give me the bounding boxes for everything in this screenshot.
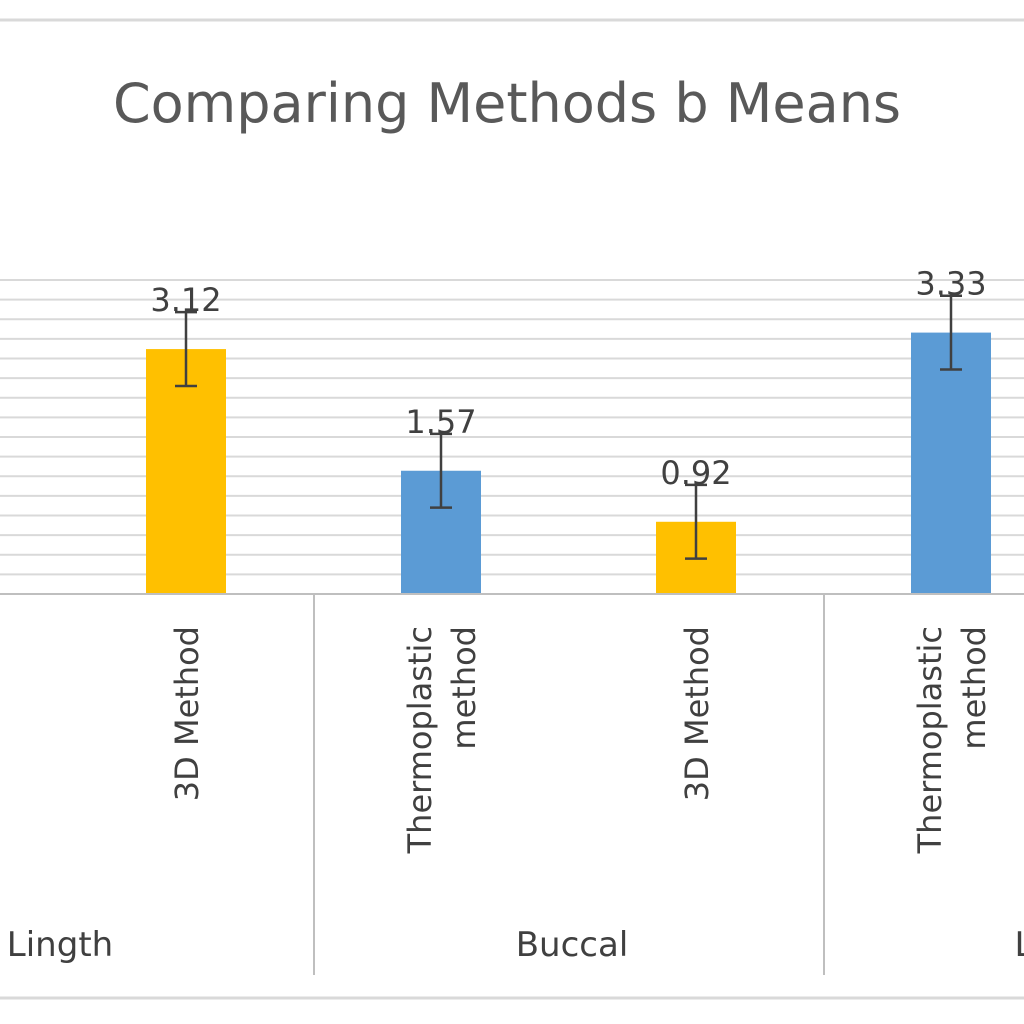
data-label: 3.12 — [150, 281, 221, 319]
bars: 3.12 1.57 0.92 3.33 — [146, 265, 991, 594]
chart-title: Comparing Methods b Means — [113, 72, 901, 135]
category-label-line: 3D Method — [678, 626, 716, 801]
group-label: L — [1015, 925, 1024, 965]
group-label: Lingth — [7, 925, 113, 965]
category-label-line: Thermoplastic — [401, 626, 439, 854]
bar — [146, 349, 226, 594]
data-label: 1.57 — [405, 403, 476, 441]
category-label: 3D Method — [678, 626, 716, 801]
category-label-line: method — [445, 626, 483, 750]
data-label: 0.92 — [660, 454, 731, 492]
category-label-line: Thermoplastic — [911, 626, 949, 854]
category-label: 3D Method — [168, 626, 206, 801]
category-label: Thermoplastic method — [401, 626, 483, 854]
category-axis: 3D Method Thermoplastic method 3D Method The… — [0, 593, 1024, 975]
data-label: 3.33 — [915, 265, 986, 303]
category-label-line: 3D Method — [168, 626, 206, 801]
category-label: Thermoplastic method — [911, 626, 993, 854]
bar — [911, 332, 991, 594]
group-label: Buccal — [516, 925, 629, 965]
category-label-line: method — [955, 626, 993, 750]
